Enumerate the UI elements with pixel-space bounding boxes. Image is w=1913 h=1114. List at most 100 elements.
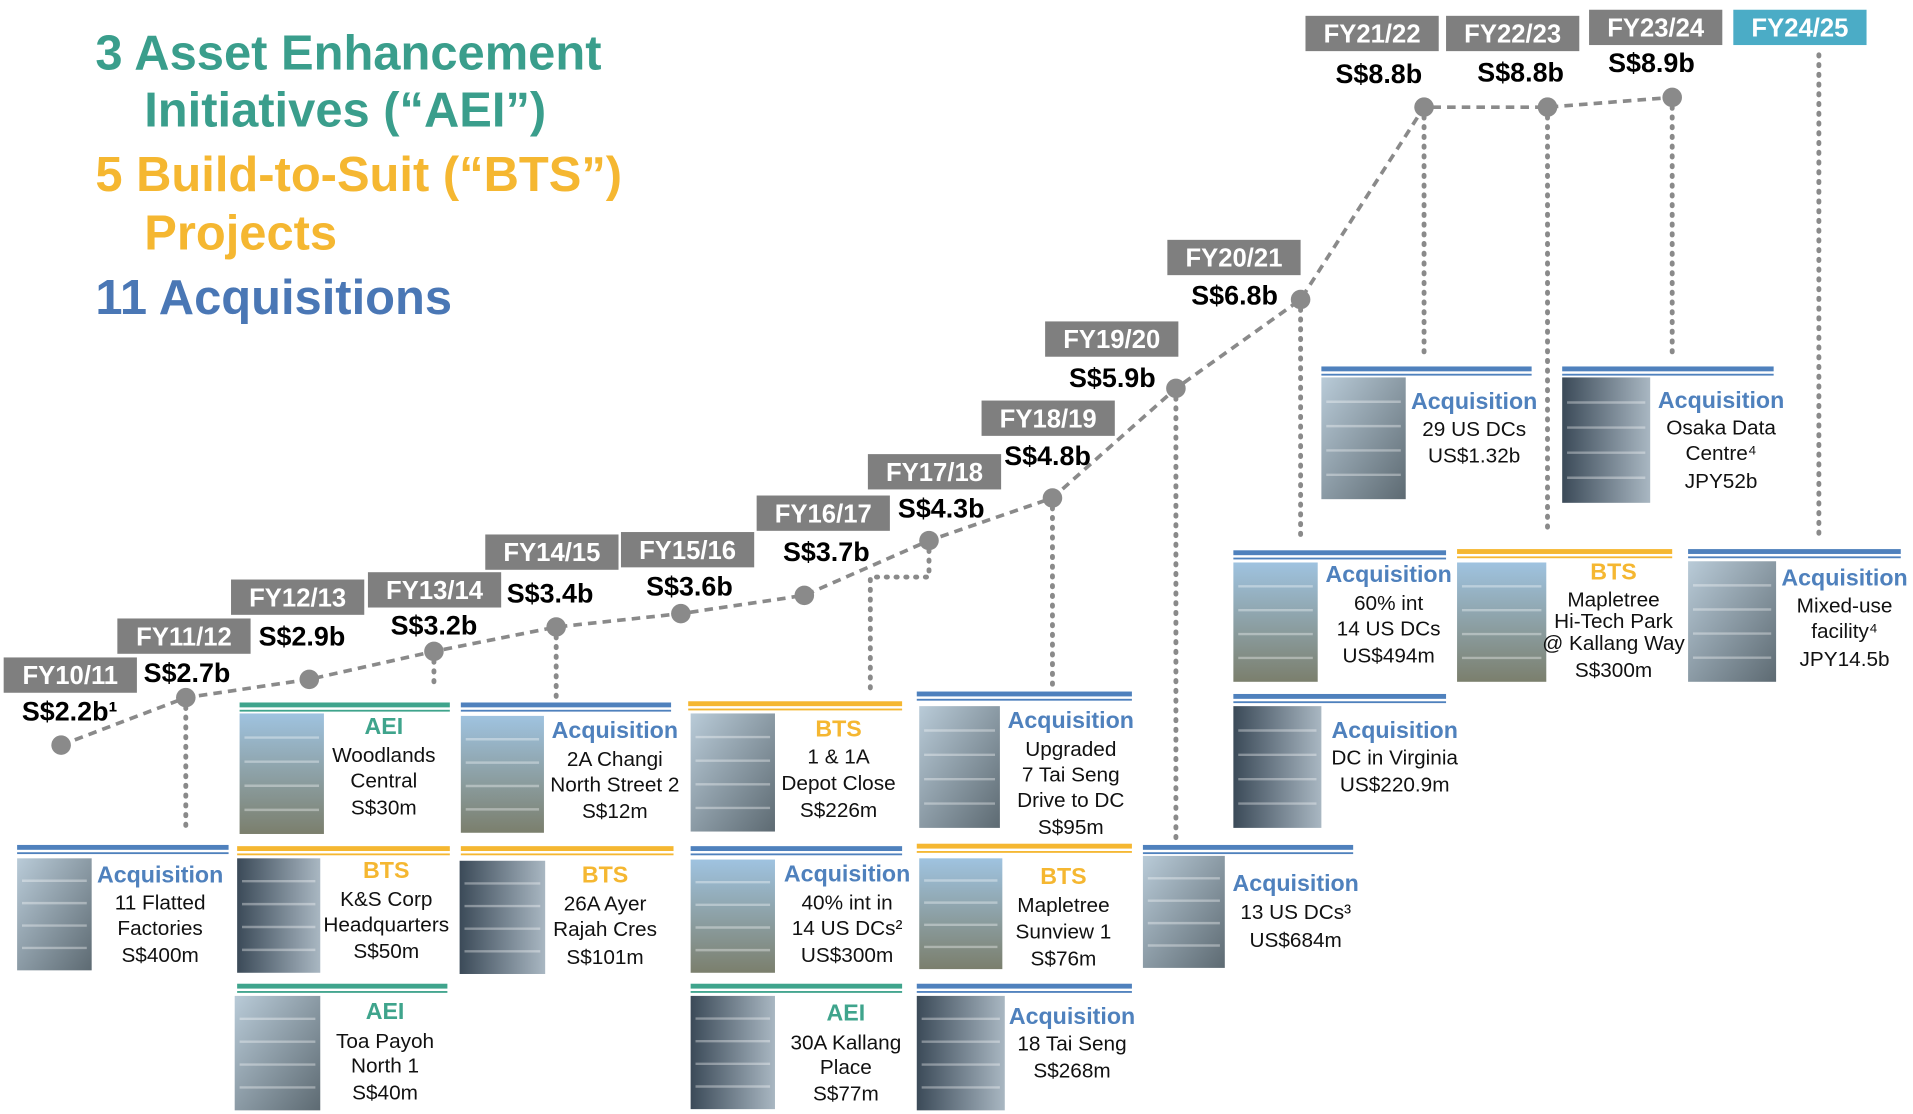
value-label: S$2.9b xyxy=(259,621,346,651)
card-bar xyxy=(1142,844,1354,850)
year-label: FY15/16 xyxy=(639,537,736,565)
project-line: Factories xyxy=(117,917,202,940)
year-box xyxy=(1167,239,1301,276)
project-line: K&S Corp xyxy=(340,888,432,911)
project-tag: AEI xyxy=(827,999,866,1025)
year-label: FY14/15 xyxy=(503,539,600,567)
card-bar xyxy=(237,846,450,852)
milestone-point xyxy=(671,603,691,624)
milestone-point xyxy=(424,641,444,662)
project-photo xyxy=(1457,562,1547,682)
card-bar xyxy=(916,843,1132,849)
project-line: 13 US DCs³ xyxy=(1240,901,1351,924)
project-line: S$400m xyxy=(121,944,198,967)
project-line: Place xyxy=(820,1056,872,1079)
project-line: S$101m xyxy=(566,946,643,969)
year-box xyxy=(367,572,502,608)
project-photo xyxy=(690,859,775,973)
year-label: FY13/14 xyxy=(386,577,484,605)
year-label: FY11/12 xyxy=(136,623,232,651)
project-tag: Acquisition xyxy=(97,862,223,888)
milestone-point xyxy=(546,617,566,637)
project-line: Mapletree xyxy=(1567,588,1659,611)
project-line: Central xyxy=(350,770,417,793)
project-photo xyxy=(919,858,1003,970)
card-bar xyxy=(690,983,903,989)
project-line: 2A Changi xyxy=(567,748,663,771)
project-tag: BTS xyxy=(363,857,409,883)
headline-line: 3 Asset Enhancement xyxy=(95,26,601,80)
year-box xyxy=(620,532,755,568)
card-bar-thin xyxy=(237,991,448,993)
year-box xyxy=(3,657,137,693)
connector xyxy=(867,538,932,699)
project-photo xyxy=(1321,377,1406,500)
project-line: Rajah Cres xyxy=(553,918,657,941)
milestone-point xyxy=(794,585,815,606)
project-tag: Acquisition xyxy=(1658,387,1784,413)
year-box xyxy=(1045,321,1179,357)
year-box xyxy=(1733,9,1867,46)
project-line: US$220.9m xyxy=(1340,773,1450,796)
card-bar-thin xyxy=(690,991,903,993)
project-line: JPY52b xyxy=(1685,470,1758,493)
project-line: S$95m xyxy=(1038,816,1104,839)
year-label: FY21/22 xyxy=(1324,21,1421,49)
value-label: S$8.8b xyxy=(1477,58,1564,88)
project-photo xyxy=(1688,561,1777,682)
project-photo xyxy=(1142,855,1225,968)
year-box xyxy=(1446,15,1580,52)
card-bar xyxy=(460,846,674,852)
value-label: S$3.2b xyxy=(391,610,478,640)
project-photo xyxy=(1233,706,1322,828)
card-bar-thin xyxy=(1457,556,1673,559)
milestone-point xyxy=(176,687,196,708)
project-line: JPY14.5b xyxy=(1800,648,1890,671)
project-tag: BTS xyxy=(582,862,628,888)
project-tag: Acquisition xyxy=(1781,565,1907,591)
project-line: Mixed-use xyxy=(1797,594,1893,617)
headline-line: 11 Acquisitions xyxy=(95,271,452,325)
card-bar-thin xyxy=(460,709,672,712)
project-tag: Acquisition xyxy=(552,717,678,743)
year-box xyxy=(117,618,251,654)
project-line: 14 US DCs² xyxy=(792,917,903,940)
year-label: FY20/21 xyxy=(1185,245,1282,273)
milestone-point xyxy=(1166,378,1186,399)
project-line: 30A Kallang xyxy=(790,1032,901,1055)
project-photo xyxy=(916,995,1005,1111)
project-line: Upgraded xyxy=(1025,738,1116,761)
value-label: S$8.9b xyxy=(1608,48,1695,78)
value-label: S$8.8b xyxy=(1335,59,1422,89)
card-bar-thin xyxy=(916,991,1132,993)
card-bar xyxy=(688,701,903,707)
card-bar xyxy=(1562,366,1774,372)
value-label: S$4.8b xyxy=(1004,441,1091,471)
value-label: S$2.2b¹ xyxy=(22,697,118,727)
milestone-point xyxy=(1537,97,1558,117)
card-bar-thin xyxy=(690,853,903,856)
card-bar-thin xyxy=(1233,701,1447,704)
project-line: 26A Ayer xyxy=(564,893,647,916)
project-line: S$268m xyxy=(1033,1060,1110,1083)
project-line: US$684m xyxy=(1250,929,1342,952)
project-line: 18 Tai Seng xyxy=(1017,1033,1126,1056)
project-line: S$76m xyxy=(1031,948,1097,971)
card-bar-thin xyxy=(1562,373,1774,376)
project-line: 7 Tai Seng xyxy=(1022,764,1120,787)
project-tag: Acquisition xyxy=(784,861,910,887)
milestone-point xyxy=(1414,97,1434,117)
card-bar-thin xyxy=(237,853,450,856)
card-bar-thin xyxy=(916,698,1132,701)
project-line: Hi-Tech Park xyxy=(1554,610,1673,633)
card-bar-thin xyxy=(1688,556,1901,559)
year-label: FY24/25 xyxy=(1751,15,1848,43)
project-line: facility⁴ xyxy=(1811,620,1878,643)
project-line: S$226m xyxy=(800,799,877,822)
project-line: 60% int xyxy=(1354,592,1423,615)
value-label: S$6.8b xyxy=(1191,280,1278,310)
project-tag: BTS xyxy=(815,716,861,742)
card-bar-thin xyxy=(688,708,903,711)
project-line: Osaka Data xyxy=(1666,417,1776,440)
